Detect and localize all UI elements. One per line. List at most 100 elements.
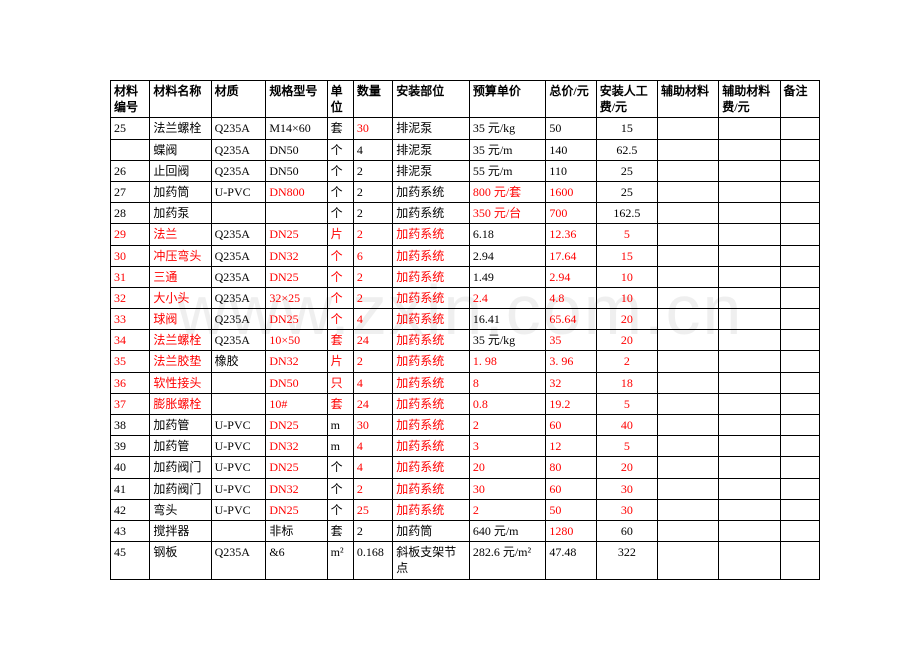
table-cell: 1600 xyxy=(546,181,596,202)
table-cell: Q235A xyxy=(211,160,266,181)
table-cell: 2 xyxy=(353,287,392,308)
table-cell: 法兰胶垫 xyxy=(150,351,211,372)
table-cell: Q235A xyxy=(211,139,266,160)
table-cell: 34 xyxy=(111,330,150,351)
table-cell: 43 xyxy=(111,520,150,541)
table-cell: 20 xyxy=(596,309,657,330)
table-cell: 30 xyxy=(469,478,546,499)
table-cell: 个 xyxy=(327,478,353,499)
table-cell: 700 xyxy=(546,203,596,224)
table-cell: DN25 xyxy=(266,457,327,478)
table-cell: 25 xyxy=(111,118,150,139)
table-cell: 55 元/m xyxy=(469,160,546,181)
table-cell xyxy=(780,351,819,372)
table-row: 38加药管U-PVCDN25m30加药系统26040 xyxy=(111,415,820,436)
table-cell xyxy=(657,393,718,414)
table-cell: 30 xyxy=(353,415,392,436)
table-cell: 加药系统 xyxy=(393,499,470,520)
table-row: 33球阀Q235ADN25个4加药系统16.4165.6420 xyxy=(111,309,820,330)
table-cell: DN32 xyxy=(266,245,327,266)
table-cell: U-PVC xyxy=(211,415,266,436)
table-cell: 12.36 xyxy=(546,224,596,245)
table-cell: 25 xyxy=(596,160,657,181)
table-cell: 法兰螺栓 xyxy=(150,330,211,351)
table-cell xyxy=(780,139,819,160)
table-row: 26止回阀Q235ADN50个2排泥泵55 元/m11025 xyxy=(111,160,820,181)
table-cell xyxy=(780,287,819,308)
table-row: 27加药筒U-PVCDN800个2加药系统800 元/套160025 xyxy=(111,181,820,202)
table-cell: 加药系统 xyxy=(393,436,470,457)
table-cell: DN50 xyxy=(266,160,327,181)
table-cell: 膨胀螺栓 xyxy=(150,393,211,414)
table-cell: 25 xyxy=(596,181,657,202)
table-cell: 钢板 xyxy=(150,542,211,579)
table-cell: 42 xyxy=(111,499,150,520)
table-cell: M14×60 xyxy=(266,118,327,139)
table-cell: 个 xyxy=(327,266,353,287)
table-cell: 24 xyxy=(353,393,392,414)
table-cell xyxy=(780,160,819,181)
table-cell xyxy=(657,181,718,202)
table-cell xyxy=(657,160,718,181)
table-cell xyxy=(657,203,718,224)
table-cell: 套 xyxy=(327,393,353,414)
table-cell: 20 xyxy=(596,330,657,351)
table-cell: 法兰螺栓 xyxy=(150,118,211,139)
table-cell: Q235A xyxy=(211,245,266,266)
table-cell xyxy=(657,415,718,436)
table-cell: 个 xyxy=(327,287,353,308)
table-cell: 冲压弯头 xyxy=(150,245,211,266)
table-cell: 350 元/台 xyxy=(469,203,546,224)
column-header: 预算单价 xyxy=(469,81,546,118)
table-cell: 个 xyxy=(327,309,353,330)
table-row: 41加药阀门U-PVCDN32个2加药系统306030 xyxy=(111,478,820,499)
table-cell: 加药系统 xyxy=(393,224,470,245)
table-cell: 加药筒 xyxy=(150,181,211,202)
table-cell xyxy=(719,160,780,181)
column-header: 材料编号 xyxy=(111,81,150,118)
table-cell: &6 xyxy=(266,542,327,579)
table-cell xyxy=(657,436,718,457)
table-cell xyxy=(719,118,780,139)
table-cell: 282.6 元/m² xyxy=(469,542,546,579)
table-cell: Q235A xyxy=(211,118,266,139)
table-cell xyxy=(657,330,718,351)
table-cell: 加药系统 xyxy=(393,309,470,330)
table-cell: 5 xyxy=(596,436,657,457)
table-cell xyxy=(719,330,780,351)
column-header: 数量 xyxy=(353,81,392,118)
table-cell xyxy=(657,478,718,499)
table-cell: 2 xyxy=(353,520,392,541)
table-cell: 加药系统 xyxy=(393,393,470,414)
table-cell xyxy=(780,478,819,499)
table-cell: 大小头 xyxy=(150,287,211,308)
table-cell: 三通 xyxy=(150,266,211,287)
column-header: 单位 xyxy=(327,81,353,118)
table-cell: 35 元/m xyxy=(469,139,546,160)
table-cell xyxy=(780,372,819,393)
table-cell: 35 元/kg xyxy=(469,330,546,351)
table-cell: Q235A xyxy=(211,224,266,245)
table-cell: 3 xyxy=(469,436,546,457)
table-cell xyxy=(780,436,819,457)
table-cell: 加药系统 xyxy=(393,181,470,202)
table-cell: 24 xyxy=(353,330,392,351)
table-cell: 加药系统 xyxy=(393,245,470,266)
table-cell: 4 xyxy=(353,372,392,393)
table-cell: 40 xyxy=(596,415,657,436)
table-cell: 28 xyxy=(111,203,150,224)
table-cell xyxy=(657,309,718,330)
table-cell: 加药泵 xyxy=(150,203,211,224)
table-cell: DN25 xyxy=(266,415,327,436)
column-header: 辅助材料费/元 xyxy=(719,81,780,118)
table-cell: 30 xyxy=(111,245,150,266)
column-header: 总价/元 xyxy=(546,81,596,118)
table-cell xyxy=(780,266,819,287)
materials-table: 材料编号材料名称材质规格型号单位数量安装部位预算单价总价/元安装人工费/元辅助材… xyxy=(110,80,820,580)
table-cell: 个 xyxy=(327,203,353,224)
table-row: 37膨胀螺栓10#套24加药系统0.819.25 xyxy=(111,393,820,414)
table-cell xyxy=(657,372,718,393)
table-cell: 35 元/kg xyxy=(469,118,546,139)
table-cell xyxy=(780,499,819,520)
table-cell xyxy=(719,309,780,330)
